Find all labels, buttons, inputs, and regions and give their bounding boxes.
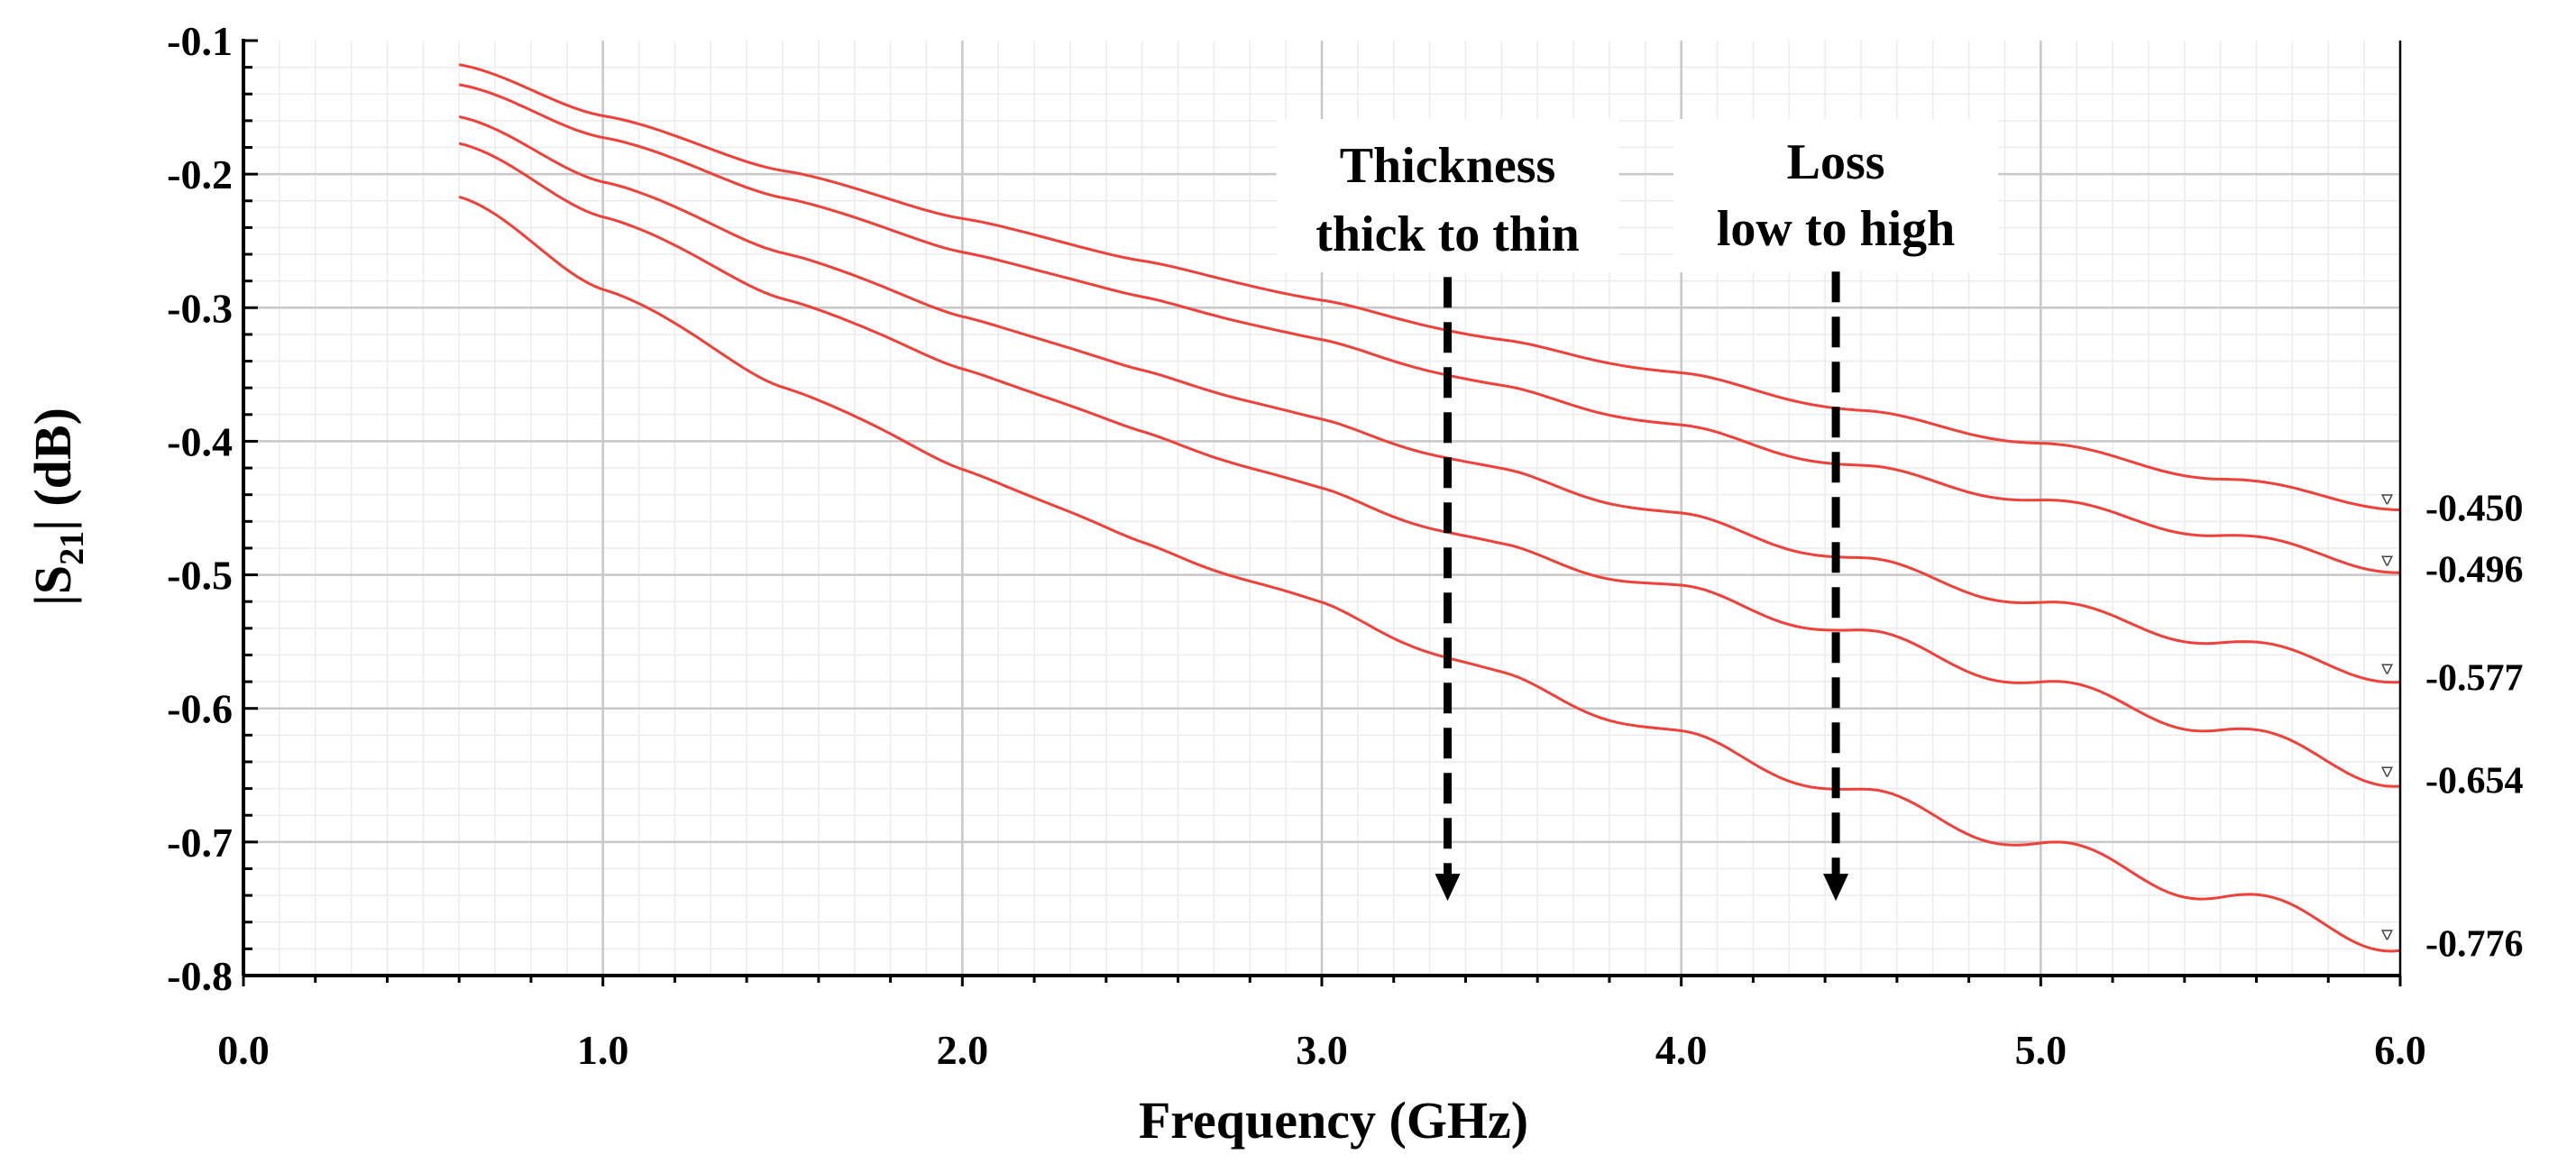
annotation-box-thickness <box>1276 119 1619 272</box>
y-axis-title-tail: | (dB) <box>23 408 82 531</box>
end-label-curve-2: -0.496 <box>2425 550 2524 591</box>
x-tick-label: 4.0 <box>1655 1027 1708 1073</box>
y-tick-label: -0.5 <box>167 553 233 599</box>
y-axis-title: |S21| (dB) <box>23 408 91 606</box>
end-markers: ᐊ ᐊ ᐊ ᐊ ᐊ <box>2379 493 2397 941</box>
y-axis-title-main: |S <box>23 565 82 606</box>
series-line-curve-5 <box>458 195 2401 953</box>
x-tick-label: 1.0 <box>577 1027 629 1073</box>
series-line-curve-1 <box>458 63 2401 511</box>
x-tick-label: 2.0 <box>937 1027 989 1073</box>
y-tick-label: -0.2 <box>167 151 233 197</box>
series-curves <box>458 63 2401 953</box>
labels: -0.450 -0.496 -0.577 -0.654 -0.776 -0.1 -0.2 -0… <box>167 18 2523 1073</box>
annotation-subtitle-loss: low to high <box>1717 201 1956 257</box>
y-tick-label: -0.3 <box>167 285 233 331</box>
y-axis-title-sub: 21 <box>53 531 91 565</box>
x-axis-title: Frequency (GHz) <box>1139 1091 1528 1150</box>
annotation-title-loss: Loss <box>1787 134 1885 190</box>
y-tick-label: -0.8 <box>167 953 233 999</box>
annotation-subtitle-thickness: thick to thin <box>1316 206 1580 262</box>
end-label-curve-4: -0.654 <box>2425 761 2524 802</box>
annotation-arrow-head-loss <box>1823 874 1849 902</box>
x-tick-label: 0.0 <box>217 1027 270 1073</box>
series-line-curve-3 <box>458 115 2401 684</box>
end-marker-curve-3: ᐊ <box>2379 663 2397 675</box>
series-line-curve-4 <box>458 142 2401 788</box>
y-tick-label: -0.6 <box>167 686 233 732</box>
end-marker-curve-4: ᐊ <box>2379 765 2397 778</box>
x-tick-label: 6.0 <box>2374 1027 2426 1073</box>
series-line-curve-2 <box>458 83 2401 574</box>
y-tick-label: -0.4 <box>167 418 233 464</box>
end-label-curve-5: -0.776 <box>2425 923 2524 965</box>
y-tick-label: -0.1 <box>167 18 233 64</box>
annotations: Thickness thick to thin Loss low to high <box>1276 119 1999 902</box>
x-tick-label: 3.0 <box>1296 1027 1348 1073</box>
end-marker-curve-2: ᐊ <box>2379 554 2397 567</box>
end-label-curve-3: -0.577 <box>2425 658 2524 700</box>
axes <box>242 39 2402 986</box>
annotation-arrow-head-thickness <box>1435 874 1461 902</box>
end-label-curve-1: -0.450 <box>2425 489 2524 530</box>
annotation-title-thickness: Thickness <box>1340 138 1556 194</box>
y-tick-label: -0.7 <box>167 820 233 866</box>
end-marker-curve-1: ᐊ <box>2379 493 2397 506</box>
x-tick-label: 5.0 <box>2015 1027 2067 1073</box>
annotation-box-loss <box>1673 119 1999 272</box>
end-marker-curve-5: ᐊ <box>2379 929 2397 941</box>
